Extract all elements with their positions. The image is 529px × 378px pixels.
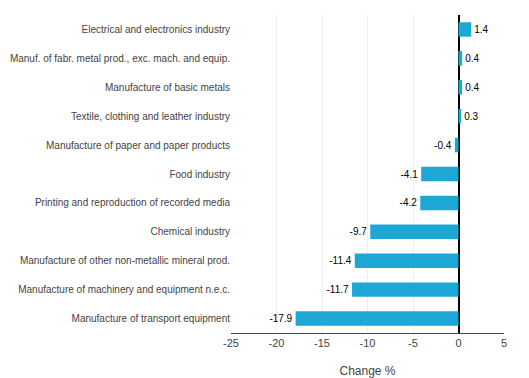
svg-text:-4.2: -4.2 (400, 197, 418, 208)
svg-text:Manuf. of fabr. metal prod., e: Manuf. of fabr. metal prod., exc. mach. … (10, 53, 230, 64)
svg-text:0: 0 (455, 337, 461, 349)
svg-text:5: 5 (501, 337, 507, 349)
svg-text:-11.7: -11.7 (327, 284, 349, 295)
svg-text:Manufacture of basic metals: Manufacture of basic metals (105, 82, 230, 93)
svg-text:0.4: 0.4 (465, 53, 479, 64)
svg-text:Electrical and electronics ind: Electrical and electronics industry (82, 24, 230, 35)
svg-text:-5: -5 (408, 337, 418, 349)
svg-text:Manufacture of transport equip: Manufacture of transport equipment (72, 313, 231, 324)
svg-text:-0.4: -0.4 (434, 140, 452, 151)
svg-text:Food industry: Food industry (169, 169, 230, 180)
svg-text:Manufacture of machinery and e: Manufacture of machinery and equipment n… (18, 284, 230, 295)
svg-text:Manufacture of paper and paper: Manufacture of paper and paper products (46, 140, 230, 151)
svg-text:Textile, clothing and leather: Textile, clothing and leather industry (71, 111, 230, 122)
svg-text:-10: -10 (360, 337, 376, 349)
svg-text:1.4: 1.4 (474, 24, 488, 35)
svg-text:Change %: Change % (339, 364, 395, 378)
svg-text:-11.4: -11.4 (329, 255, 351, 266)
svg-text:Chemical industry: Chemical industry (151, 226, 230, 237)
svg-text:-4.1: -4.1 (401, 169, 419, 180)
svg-text:-15: -15 (314, 337, 330, 349)
svg-text:-9.7: -9.7 (350, 226, 368, 237)
svg-text:Printing and reproduction of r: Printing and reproduction of recorded me… (35, 197, 231, 208)
svg-text:Manufacture of other non-metal: Manufacture of other non-metallic minera… (20, 255, 230, 266)
svg-text:0.4: 0.4 (465, 82, 479, 93)
svg-text:-17.9: -17.9 (269, 313, 292, 324)
svg-text:0.3: 0.3 (464, 111, 478, 122)
svg-text:-25: -25 (223, 337, 239, 349)
svg-text:-20: -20 (269, 337, 285, 349)
